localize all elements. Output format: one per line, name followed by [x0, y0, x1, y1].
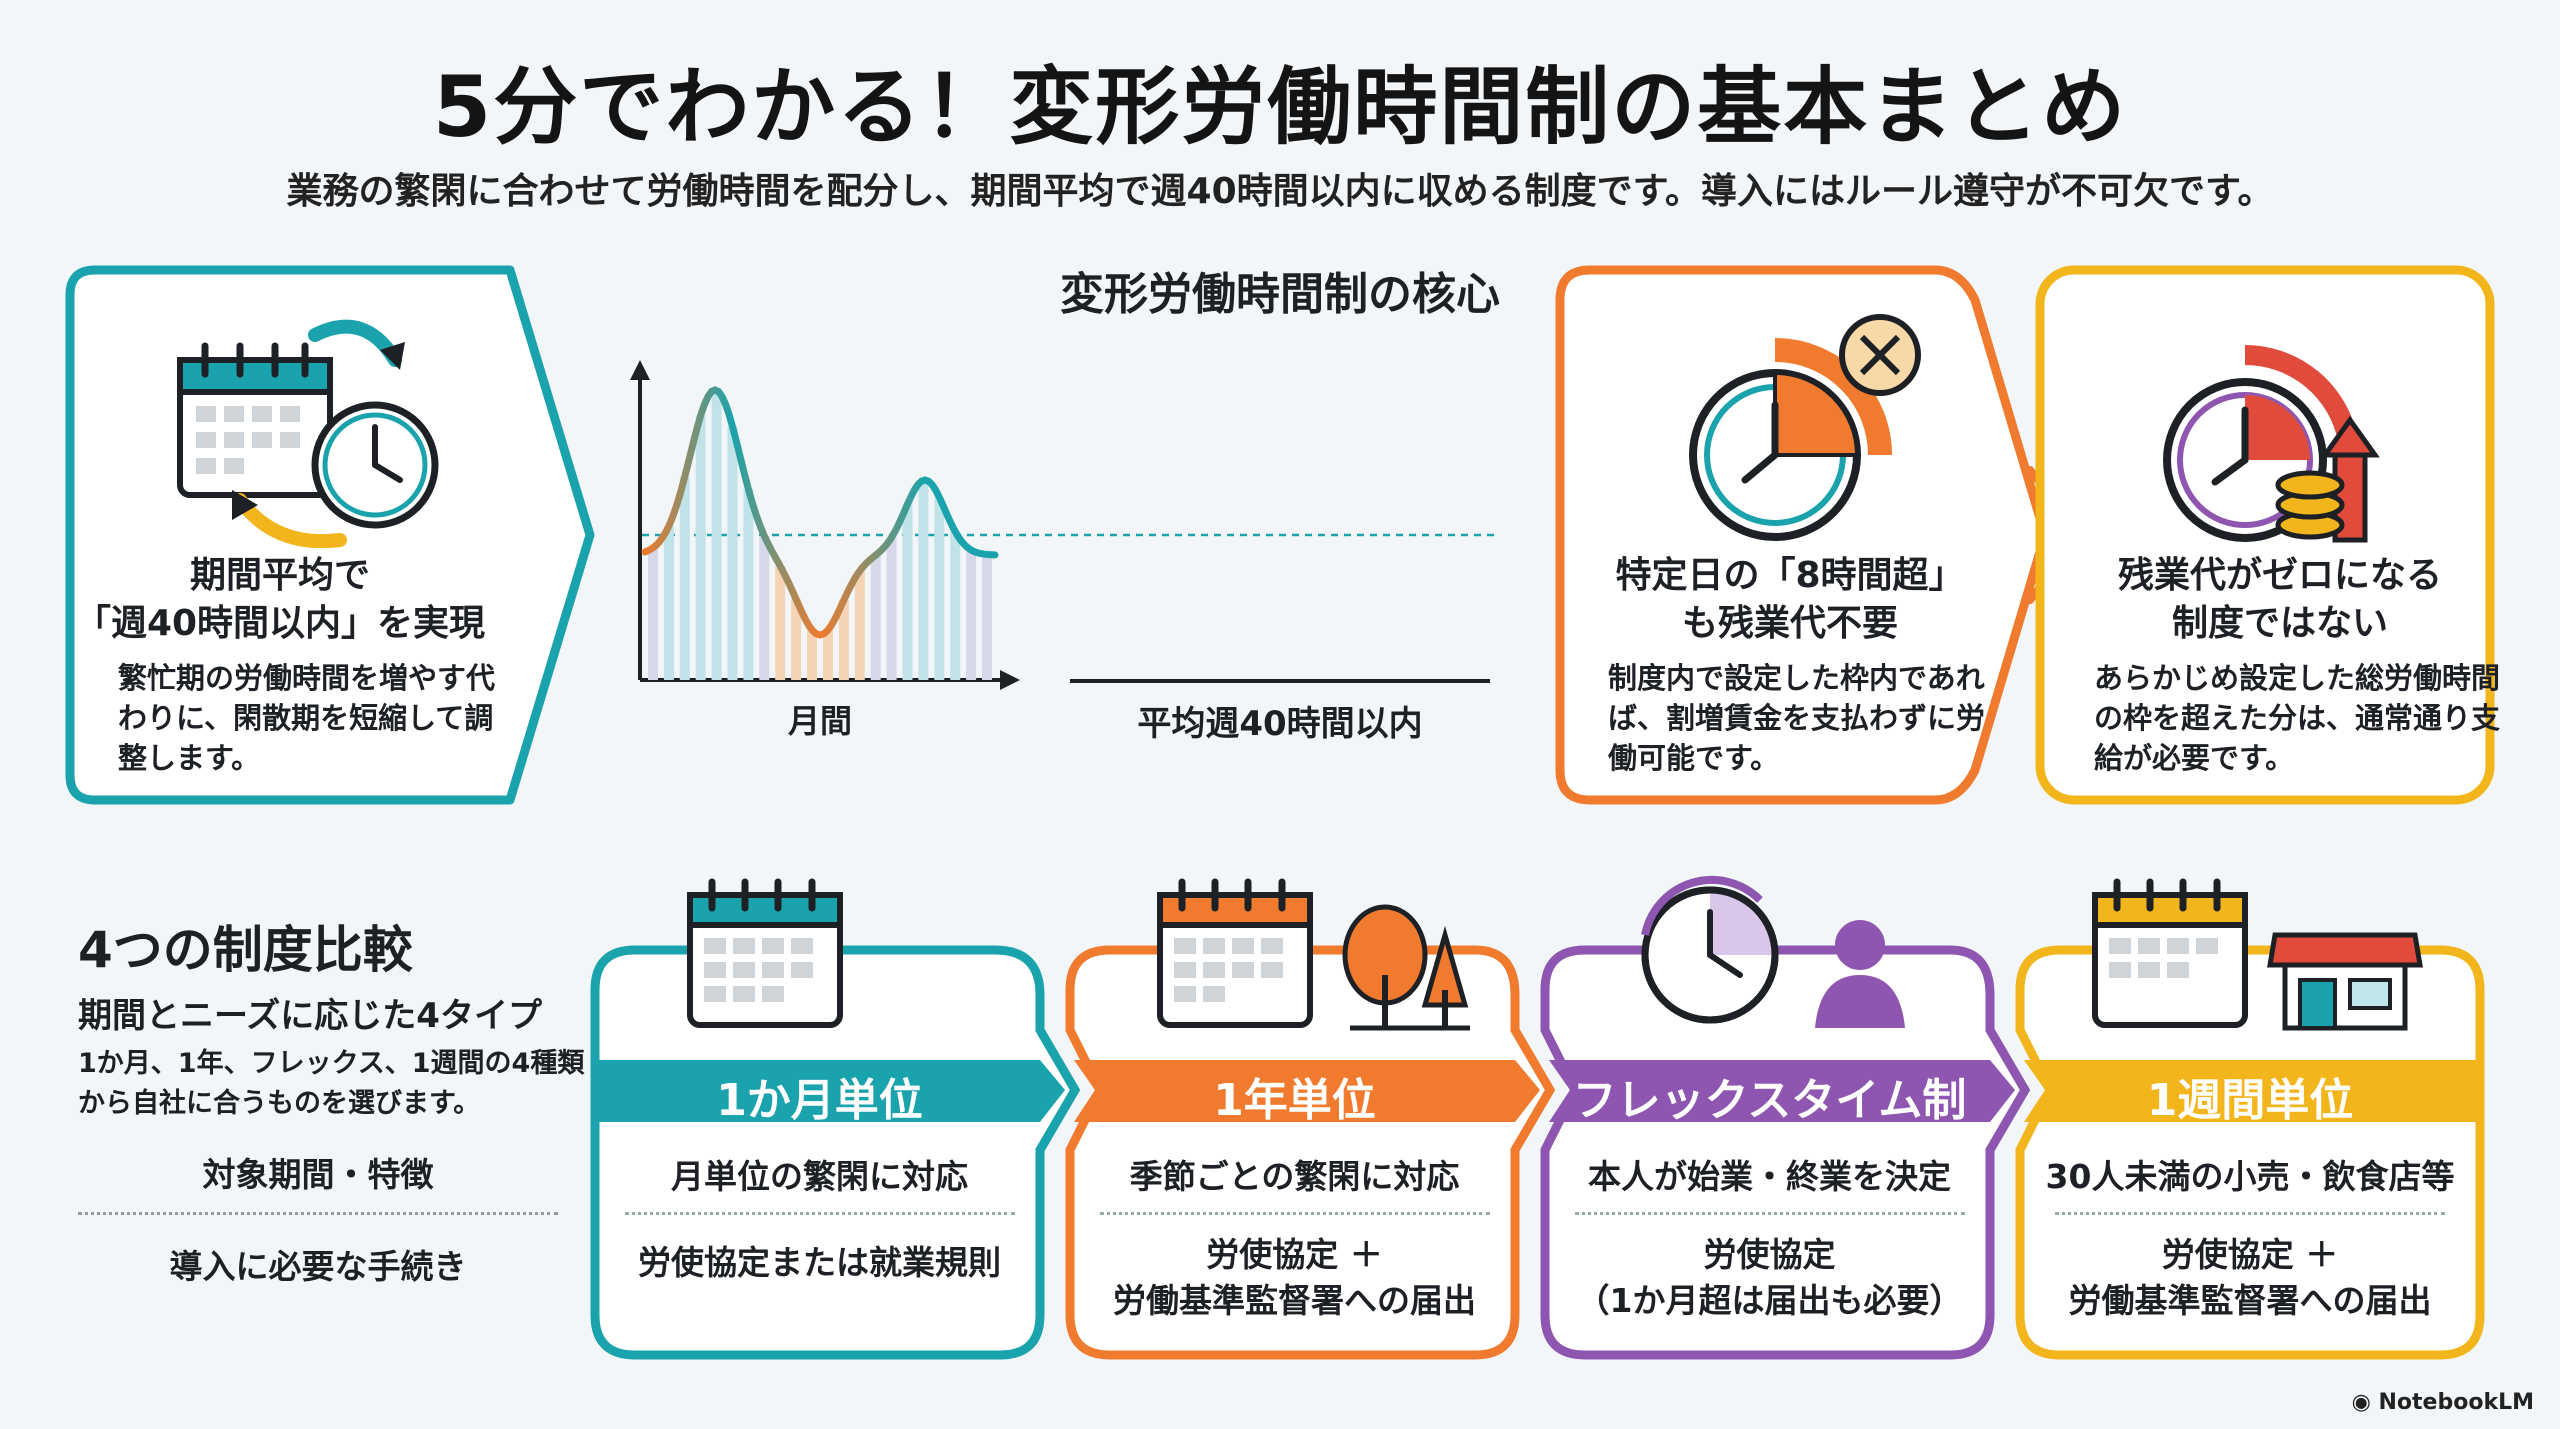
core-card-4-heading: 残業代がゼロになる 制度ではない [2040, 552, 2520, 648]
type-1-feature: 月単位の繁閑に対応 [671, 1157, 968, 1196]
chart-bar [743, 489, 754, 680]
compare-row-label-feature: 対象期間・特徴 [202, 1155, 434, 1194]
chart-bar [886, 537, 897, 680]
chart-bar [807, 630, 817, 680]
calendar-icon [687, 878, 843, 1028]
chart-bar [711, 390, 722, 680]
notebooklm-logo-text: NotebookLM [2378, 1390, 2534, 1415]
type-3-procedure-line2: （1か月超は届出も必要） [1576, 1281, 1963, 1320]
page-subtitle: 業務の繁閑に合わせて労働時間を配分し、期間平均で週40時間以内に収める制度です。… [286, 171, 2274, 212]
compare-row-divider [78, 1212, 558, 1215]
core-card-4-heading-line1: 残業代がゼロになる [2117, 555, 2442, 596]
type-3-procedure-line1: 労使協定 [1703, 1235, 1836, 1274]
type-card-4 [2015, 945, 2485, 1360]
type-2-procedure-line2: 労働基準監督署への届出 [1113, 1281, 1476, 1320]
core-chart-bars [648, 390, 992, 680]
core-card-1-heading: 期間平均で 「週40時間以内」を実現 [70, 552, 490, 648]
type-2-name: 1年単位 [1213, 1075, 1376, 1126]
type-card-1 [590, 945, 1081, 1360]
chart-bar [918, 480, 929, 680]
chart-x-label: 月間 [787, 702, 852, 740]
type-1-procedure-line1: 労使協定または就業規則 [638, 1243, 1001, 1282]
core-section-title: 変形労働時間制の核心 [1060, 269, 1500, 320]
calendar-trees-icon [1157, 878, 1470, 1031]
clock-coins-arrow-icon [2163, 345, 2380, 543]
type-2-feature: 季節ごとの繁閑に対応 [1129, 1157, 1460, 1196]
chart-bar [727, 426, 738, 680]
chart-bar [695, 415, 706, 680]
chart-bar [663, 526, 674, 680]
core-card-1-heading-line1: 期間平均で [189, 555, 370, 596]
chart-bar [759, 535, 770, 680]
type-4-procedure-line2: 労働基準監督署への届出 [2068, 1281, 2432, 1320]
clock-no-overtime-icon [1689, 314, 1921, 541]
core-card-3-heading-line2: も残業代不要 [1681, 603, 1898, 644]
chart-bar [838, 600, 849, 680]
chart-bar [791, 599, 802, 680]
core-chart-curve [641, 386, 999, 639]
type-3-feature: 本人が始業・終業を決定 [1588, 1157, 1951, 1196]
notebooklm-logo-icon: ◉ [2351, 1390, 2379, 1415]
compare-subtitle: 期間とニーズに応じた4タイプ [78, 996, 542, 1036]
type-3-name: フレックスタイム制 [1572, 1075, 1967, 1126]
type-4-procedure-line1: 労使協定 ＋ [2161, 1235, 2339, 1274]
core-card-4-body: あらかじめ設定した総労働時間の枠を超えた分は、通常通り支給が必要です。 [2094, 661, 2501, 775]
compare-title: 4つの制度比較 [78, 921, 413, 979]
type-3-divider [1575, 1212, 1965, 1215]
chart-bar [823, 630, 833, 680]
compare-row-label-procedure: 導入に必要な手続き [169, 1247, 467, 1286]
type-1-procedure: 労使協定または就業規則 [599, 1240, 1040, 1286]
core-card-3-heading-line1: 特定日の「8時間超」 [1615, 555, 1965, 596]
calendar-clock-cycle-icon [177, 319, 439, 549]
type-4-procedure: 労使協定 ＋ 労働基準監督署への届出 [2024, 1232, 2476, 1324]
type-4-name: 1週間単位 [2146, 1075, 2354, 1126]
core-card-1-heading-line2: 「週40時間以内」を実現 [74, 603, 486, 644]
core-card-4-heading-line2: 制度ではない [2171, 603, 2388, 644]
notebooklm-logo: ◉ NotebookLM [2352, 1390, 2534, 1415]
clock-person-icon [1641, 875, 1905, 1028]
core-card-3-heading: 特定日の「8時間超」 も残業代不要 [1580, 552, 2000, 648]
chart-bar [679, 476, 690, 680]
chart-bar [982, 554, 992, 680]
calendar-shop-icon [2092, 878, 2423, 1031]
type-2-procedure: 労使協定 ＋ 労働基準監督署への届出 [1074, 1232, 1515, 1324]
type-1-name: 1か月単位 [716, 1075, 923, 1126]
type-4-divider [2055, 1212, 2445, 1215]
type-4-feature: 30人未満の小売・飲食店等 [2045, 1157, 2455, 1196]
type-1-divider [625, 1212, 1015, 1215]
chart-bar [950, 531, 961, 680]
chart-bar [966, 550, 977, 680]
type-card-3 [1540, 945, 2031, 1360]
type-3-procedure: 労使協定 （1か月超は届出も必要） [1549, 1232, 1990, 1324]
chart-bar [648, 547, 658, 680]
compare-description: 1か月、1年、フレックス、1週間の4種類から自社に合うものを選びます。 [78, 1048, 585, 1119]
chart-bar [870, 555, 881, 680]
chart-bar [902, 504, 913, 680]
core-card-3-body: 制度内で設定した枠内であれば、割増賃金を支払わずに労働可能です。 [1608, 661, 1986, 775]
core-card-1-body: 繁忙期の労働時間を増やす代わりに、閑散期を短縮して調整します。 [118, 661, 496, 775]
type-2-divider [1100, 1212, 1490, 1215]
chart-bar [934, 497, 945, 680]
chart-bar [854, 570, 865, 680]
type-card-2 [1065, 945, 1556, 1360]
chart-bar [775, 566, 786, 680]
type-2-procedure-line1: 労使協定 ＋ [1206, 1235, 1383, 1274]
page-title: 5分でわかる！変形労働時間制の基本まとめ [432, 58, 2128, 156]
chart-average-label: 平均週40時間以内 [1137, 704, 1423, 744]
